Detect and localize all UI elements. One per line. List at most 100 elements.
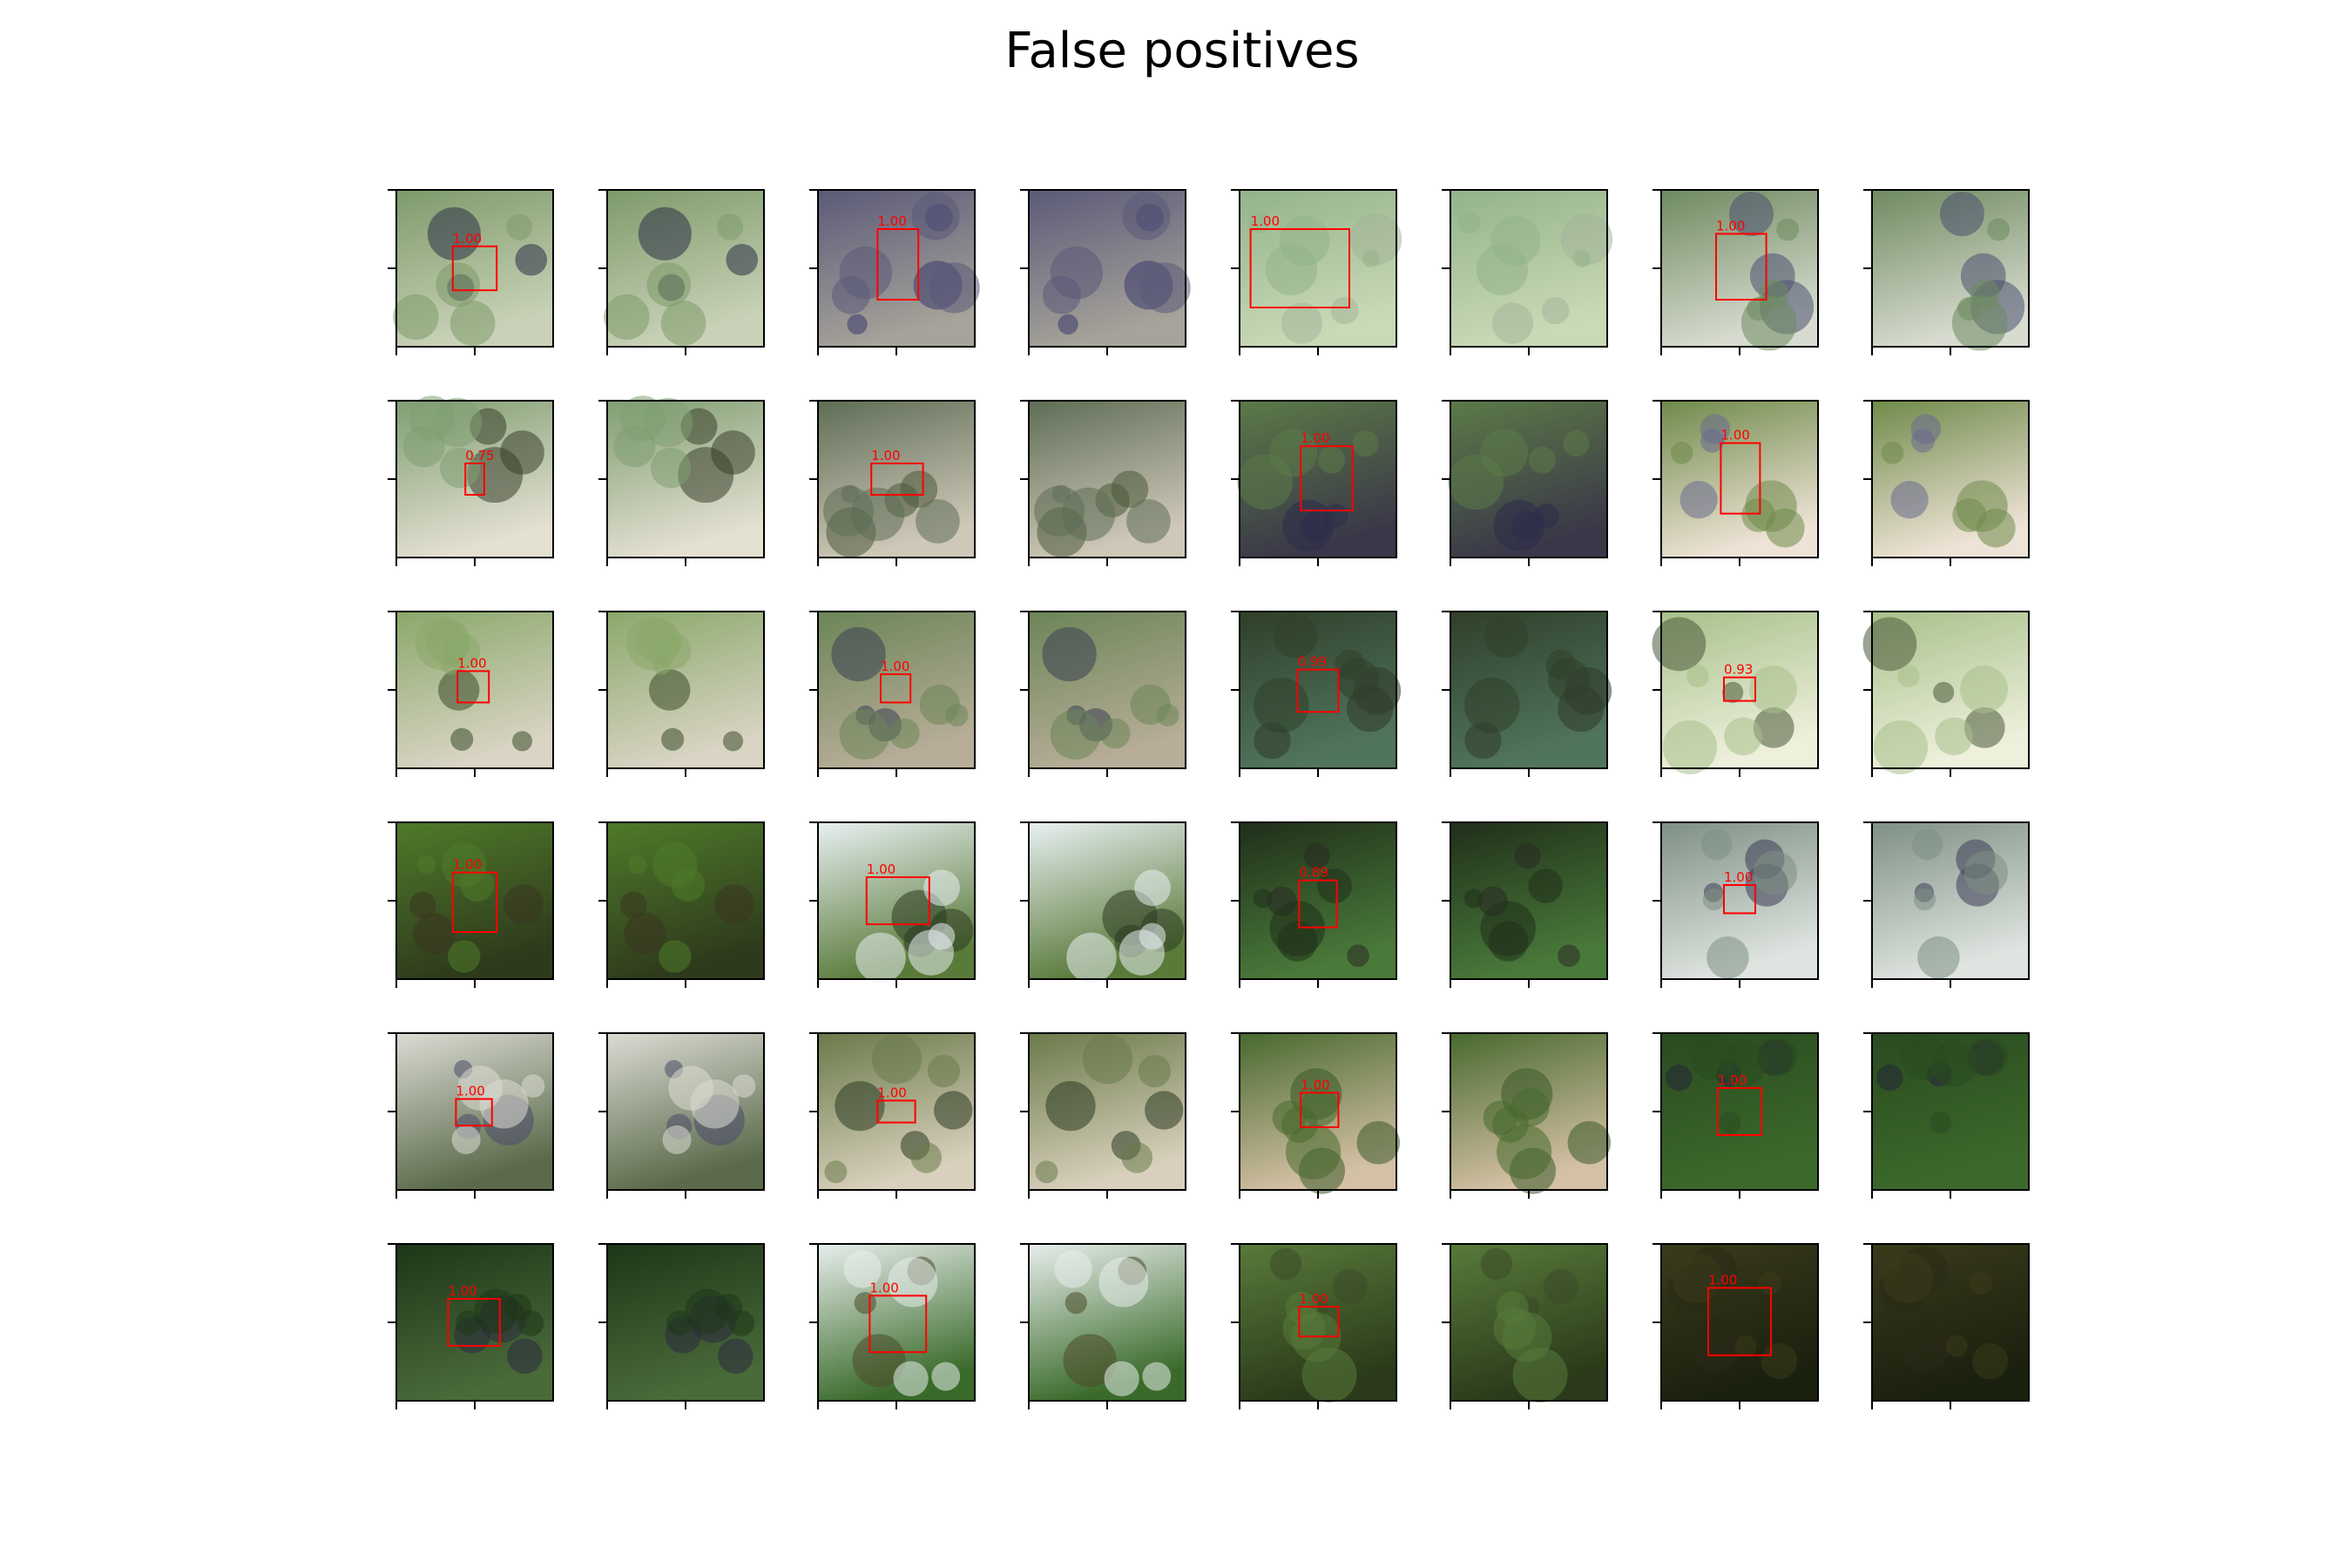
- image-panel: [598, 189, 765, 355]
- detection-box: [451, 871, 498, 933]
- image-blob: [1104, 1361, 1139, 1396]
- image-panel: [1863, 1243, 2030, 1409]
- detection-score: 1.00: [1708, 1272, 1737, 1288]
- image-blob: [1563, 430, 1590, 457]
- image-blob: [436, 262, 481, 308]
- detection-box: [447, 1298, 501, 1347]
- image-blob: [1662, 720, 1718, 774]
- image-blob: [449, 301, 496, 346]
- image-blob: [1862, 617, 1917, 672]
- image-blob: [649, 669, 691, 711]
- image-blob: [650, 448, 692, 489]
- image-blob: [1753, 706, 1794, 748]
- image-blob: [1458, 211, 1481, 233]
- image-blob: [1119, 929, 1166, 976]
- image-blob: [646, 262, 692, 308]
- image-blob: [1963, 706, 2005, 748]
- image-blob: [850, 487, 905, 542]
- image-blob: [1356, 1121, 1401, 1165]
- image-blob: [1911, 828, 1943, 861]
- image-panel: [1020, 400, 1186, 566]
- image-blob: [1753, 850, 1797, 896]
- image-blob: [416, 855, 436, 875]
- detection-score: 0.75: [465, 448, 494, 463]
- image-panel: [1020, 1032, 1186, 1199]
- image-blob: [638, 206, 692, 260]
- image-blob: [450, 727, 474, 751]
- image-blob: [1876, 1064, 1903, 1092]
- image-panel: 0.93: [1652, 611, 1819, 777]
- image-blob: [511, 731, 533, 752]
- detection-score: 1.00: [453, 857, 482, 873]
- image-blob: [1138, 1054, 1172, 1088]
- image-blob: [855, 932, 906, 983]
- image-blob: [666, 1310, 692, 1335]
- image-panel: 1.00: [1652, 400, 1819, 566]
- image-blob: [1362, 250, 1380, 268]
- image-blob: [504, 884, 544, 924]
- image-blob: [847, 314, 868, 335]
- image-blob: [1448, 454, 1504, 510]
- detection-score: 1.00: [877, 1085, 906, 1100]
- detection-box: [455, 1098, 493, 1127]
- image-blob: [1042, 275, 1081, 314]
- detection-box: [1298, 879, 1338, 929]
- image-blob: [1058, 314, 1078, 335]
- image-blob: [448, 940, 481, 973]
- image-blob: [1082, 1034, 1133, 1085]
- image-blob: [1882, 1253, 1934, 1304]
- image-blob: [1567, 1121, 1612, 1165]
- image-blob: [1702, 888, 1726, 911]
- image-blob: [871, 1034, 923, 1085]
- image-blob: [1122, 192, 1171, 240]
- image-blob: [1063, 1334, 1117, 1388]
- image-blob: [1930, 1112, 1952, 1134]
- image-blob: [660, 301, 706, 346]
- image-blob: [726, 243, 759, 276]
- image-blob: [1881, 442, 1904, 464]
- image-panel: 1.00: [809, 611, 976, 777]
- detection-score: 1.00: [1251, 213, 1280, 229]
- image-blob: [1707, 936, 1749, 979]
- image-panel: [1862, 611, 2030, 777]
- detection-score: 0.99: [1298, 654, 1327, 670]
- detection-box: [868, 1294, 928, 1354]
- image-blob: [1480, 1247, 1513, 1281]
- image-blob: [923, 869, 960, 907]
- image-blob: [1483, 1100, 1518, 1135]
- detection-box: [876, 1099, 916, 1124]
- image-blob: [627, 855, 647, 875]
- detection-box: [464, 463, 485, 496]
- image-blob: [517, 1310, 544, 1336]
- image-panel: 1.00: [809, 821, 976, 988]
- image-blob: [473, 1288, 519, 1335]
- image-blob: [1514, 842, 1541, 869]
- image-blob: [1303, 842, 1330, 869]
- image-blob: [1757, 1036, 1798, 1077]
- image-blob: [1237, 454, 1294, 510]
- image-blob: [1672, 1253, 1723, 1304]
- detection-score: 1.00: [877, 213, 906, 229]
- image-blob: [1463, 889, 1484, 909]
- image-blob: [839, 709, 890, 760]
- image-panel: [1020, 189, 1191, 355]
- image-blob: [934, 1091, 973, 1130]
- image-blob: [1330, 296, 1359, 325]
- image-blob: [613, 425, 656, 468]
- image-blob: [1480, 901, 1536, 956]
- image-blob: [1269, 901, 1325, 956]
- image-blob: [505, 213, 533, 240]
- image-blob: [661, 727, 685, 751]
- image-blob: [662, 1125, 692, 1154]
- image-blob: [1971, 1342, 2009, 1380]
- image-blob: [1528, 446, 1556, 474]
- image-blob: [1969, 1271, 1993, 1295]
- image-blob: [467, 447, 524, 504]
- image-blob: [1873, 720, 1929, 774]
- detection-box: [1715, 233, 1767, 301]
- image-blob: [1332, 1268, 1368, 1305]
- image-blob: [888, 1257, 938, 1308]
- image-blob: [1761, 1342, 1798, 1380]
